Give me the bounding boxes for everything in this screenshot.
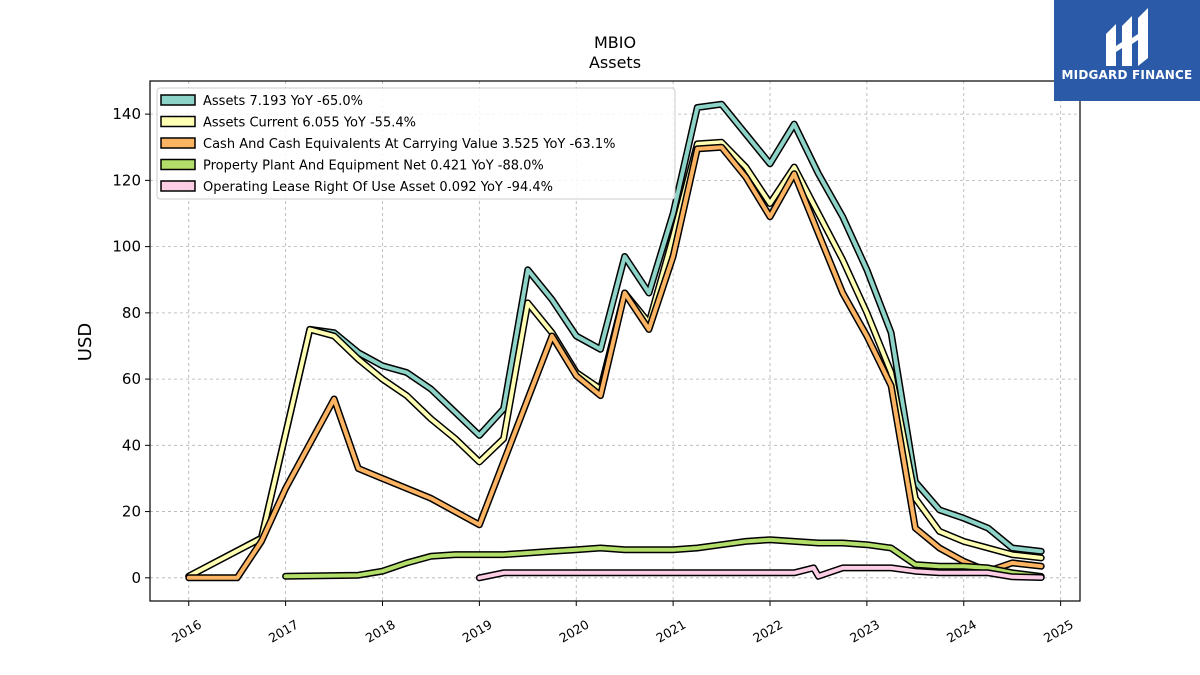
x-tick-label: 2016 — [169, 617, 204, 646]
y-tick-label: 80 — [122, 304, 141, 322]
series-line-3 — [283, 537, 1044, 579]
legend-swatch — [160, 115, 196, 128]
y-tick-label: 120 — [112, 171, 141, 189]
legend-swatch — [160, 137, 196, 149]
y-tick-label: 0 — [131, 569, 141, 587]
x-tick-label: 2023 — [847, 617, 882, 646]
chart-title: MBIO — [594, 33, 636, 52]
legend-label: Property Plant And Equipment Net 0.421 Y… — [203, 159, 544, 174]
series-line-0 — [186, 102, 1044, 579]
y-tick-label: 60 — [122, 370, 141, 388]
series-line-2 — [186, 145, 1044, 580]
x-tick-label: 2017 — [266, 617, 301, 646]
logo-text: MIDGARD FINANCE — [1061, 68, 1193, 82]
x-tick-label: 2018 — [363, 617, 398, 646]
series-line-4 — [477, 565, 1044, 580]
legend-swatch — [160, 180, 196, 192]
legend: Assets 7.193 YoY -65.0% Assets Current 6.… — [156, 87, 676, 200]
logo-mark-icon — [1106, 8, 1148, 66]
x-tick-label: 2020 — [556, 617, 591, 646]
plot-frame — [149, 80, 1081, 602]
legend-label: Assets Current 6.055 YoY -55.4% — [203, 116, 416, 131]
x-tick-label: 2025 — [1041, 617, 1076, 646]
legend-swatch — [160, 158, 196, 171]
x-tick-label: 2021 — [653, 617, 688, 646]
legend-box — [156, 87, 676, 200]
legend-label: Assets 7.193 YoY -65.0% — [203, 94, 363, 109]
x-tick-label: 2022 — [750, 617, 785, 646]
y-tick-label: 100 — [112, 238, 141, 256]
legend-label: Cash And Cash Equivalents At Carrying Va… — [203, 137, 615, 152]
legend-swatch — [160, 94, 196, 106]
legend-label: Operating Lease Right Of Use Asset 0.092… — [203, 180, 553, 195]
chart-subtitle: Assets — [589, 53, 641, 72]
x-tick-label: 2019 — [460, 617, 495, 646]
brand-logo: MIDGARD FINANCE — [1054, 0, 1200, 101]
y-axis-label: USD — [75, 323, 96, 361]
series-layer — [185, 100, 1045, 582]
x-tick-label: 2024 — [944, 617, 979, 646]
y-tick-label: 40 — [122, 436, 141, 454]
y-tick-label: 140 — [112, 105, 141, 123]
y-tick-label: 20 — [122, 503, 141, 521]
